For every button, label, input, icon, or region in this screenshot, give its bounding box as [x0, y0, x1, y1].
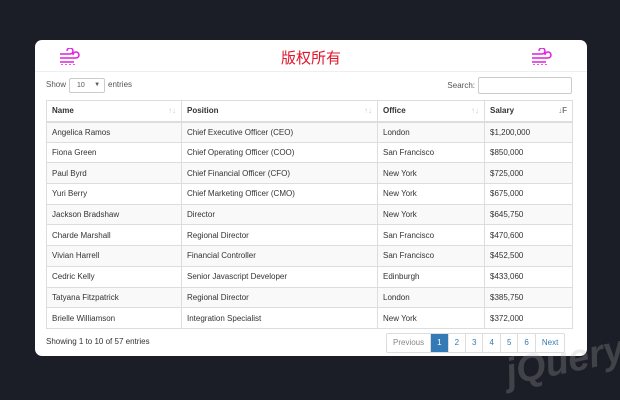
- data-table: Name ↑↓ Position ↑↓ Office ↑↓ Salary ↓F Angelic…: [46, 100, 573, 329]
- search-label: Search:: [447, 80, 475, 90]
- column-header-salary[interactable]: Salary ↓F: [484, 100, 573, 123]
- column-header-office[interactable]: Office ↑↓: [377, 100, 485, 123]
- sort-icon: ↑↓: [364, 106, 372, 115]
- cell-salary: $372,000: [484, 307, 573, 329]
- sort-desc-icon: ↓F: [558, 106, 567, 115]
- cell-salary: $1,200,000: [484, 121, 573, 143]
- cell-salary: $725,000: [484, 162, 573, 185]
- cell-salary: $433,060: [484, 265, 573, 288]
- cell-office: London: [377, 286, 485, 309]
- cell-salary: $850,000: [484, 141, 573, 164]
- page-length-select[interactable]: 10 ▼: [69, 77, 106, 93]
- content-card: 版权所有 Show 10 ▼ entries Search: Name ↑↓ Positi…: [35, 40, 620, 394]
- cell-name: Paul Byrd: [46, 162, 182, 185]
- header: 版权所有: [35, 40, 587, 72]
- search-input[interactable]: [478, 76, 572, 94]
- page-1-button[interactable]: 1: [430, 334, 448, 352]
- table-row: Cedric Kelly Senior Javascript Developer E…: [46, 265, 573, 288]
- table-row: Yuri Berry Chief Marketing Officer (CMO) N…: [46, 183, 573, 205]
- page-4-button[interactable]: 4: [482, 334, 499, 352]
- cell-position: Chief Operating Officer (COO): [181, 141, 378, 164]
- cell-position: Financial Controller: [181, 245, 378, 267]
- column-header-position[interactable]: Position ↑↓: [181, 100, 378, 123]
- table-row: Vivian Harrell Financial Controller San Fr…: [46, 245, 573, 267]
- page-2-button[interactable]: 2: [447, 334, 465, 352]
- cell-office: New York: [377, 203, 485, 226]
- cell-position: Chief Financial Officer (CFO): [181, 162, 378, 185]
- column-label: Position: [187, 106, 219, 116]
- cell-salary: $452,500: [484, 245, 573, 267]
- previous-button[interactable]: Previous: [393, 338, 425, 347]
- cell-office: London: [377, 121, 485, 143]
- show-label: Show: [46, 79, 67, 89]
- cell-name: Brielle Williamson: [46, 307, 182, 329]
- cell-name: Cedric Kelly: [46, 265, 182, 288]
- wind-icon: [532, 48, 552, 65]
- cell-name: Jackson Bradshaw: [46, 203, 182, 226]
- table-info: Showing 1 to 10 of 57 entries: [46, 337, 150, 346]
- table-row: Charde Marshall Regional Director San Fran…: [46, 224, 573, 247]
- cell-salary: $645,750: [484, 203, 573, 226]
- table-row: Brielle Williamson Integration Specialist…: [46, 307, 573, 329]
- search-control: Search:: [447, 76, 572, 94]
- cell-office: San Francisco: [377, 141, 485, 164]
- column-label: Salary: [490, 106, 515, 116]
- cell-office: New York: [377, 183, 485, 205]
- cell-position: Regional Director: [181, 286, 378, 309]
- cell-office: Edinburgh: [377, 265, 485, 288]
- sort-icon: ↑↓: [168, 106, 176, 115]
- page-title: 版权所有: [280, 50, 341, 67]
- cell-name: Fiona Green: [46, 141, 182, 164]
- pagination: Previous 1 2 3 4 5 6 Next: [386, 333, 566, 353]
- cell-name: Vivian Harrell: [46, 245, 182, 267]
- column-label: Name: [52, 106, 74, 116]
- caret-down-icon: ▼: [94, 81, 101, 88]
- page-5-button[interactable]: 5: [499, 334, 517, 352]
- column-label: Office: [383, 106, 406, 116]
- cell-name: Yuri Berry: [46, 183, 182, 205]
- column-header-name[interactable]: Name ↑↓: [46, 100, 182, 123]
- cell-name: Angelica Ramos: [46, 121, 182, 143]
- wind-icon: [60, 48, 80, 65]
- cell-salary: $675,000: [484, 183, 573, 205]
- cell-name: Tatyana Fitzpatrick: [46, 286, 182, 309]
- cell-position: Director: [181, 203, 378, 226]
- page-length-value: 10: [77, 81, 85, 89]
- cell-position: Chief Executive Officer (CEO): [181, 121, 378, 143]
- table-row: Jackson Bradshaw Director New York $645,750: [46, 203, 573, 226]
- cell-salary: $385,750: [484, 286, 573, 309]
- cell-name: Charde Marshall: [46, 224, 182, 247]
- cell-position: Chief Marketing Officer (CMO): [181, 183, 378, 205]
- cell-salary: $470,600: [484, 224, 573, 247]
- table-row: Angelica Ramos Chief Executive Officer (C…: [46, 121, 573, 143]
- table-row: Paul Byrd Chief Financial Officer (CFO) Ne…: [46, 162, 573, 185]
- cell-position: Regional Director: [181, 224, 378, 247]
- cell-office: New York: [377, 162, 485, 185]
- cell-office: San Francisco: [377, 245, 485, 267]
- length-control: Show 10 ▼ entries: [46, 77, 133, 93]
- entries-label: entries: [108, 79, 133, 89]
- table-row: Fiona Green Chief Operating Officer (COO)…: [46, 141, 573, 164]
- table-row: Tatyana Fitzpatrick Regional Director Lond…: [46, 286, 573, 309]
- cell-position: Senior Javascript Developer: [181, 265, 378, 288]
- cell-position: Integration Specialist: [181, 307, 378, 329]
- cell-office: New York: [377, 307, 485, 329]
- sort-icon: ↑↓: [471, 106, 479, 115]
- page-3-button[interactable]: 3: [465, 334, 482, 352]
- cell-office: San Francisco: [377, 224, 485, 247]
- page-6-button[interactable]: 6: [517, 334, 534, 352]
- next-button[interactable]: Next: [534, 334, 564, 352]
